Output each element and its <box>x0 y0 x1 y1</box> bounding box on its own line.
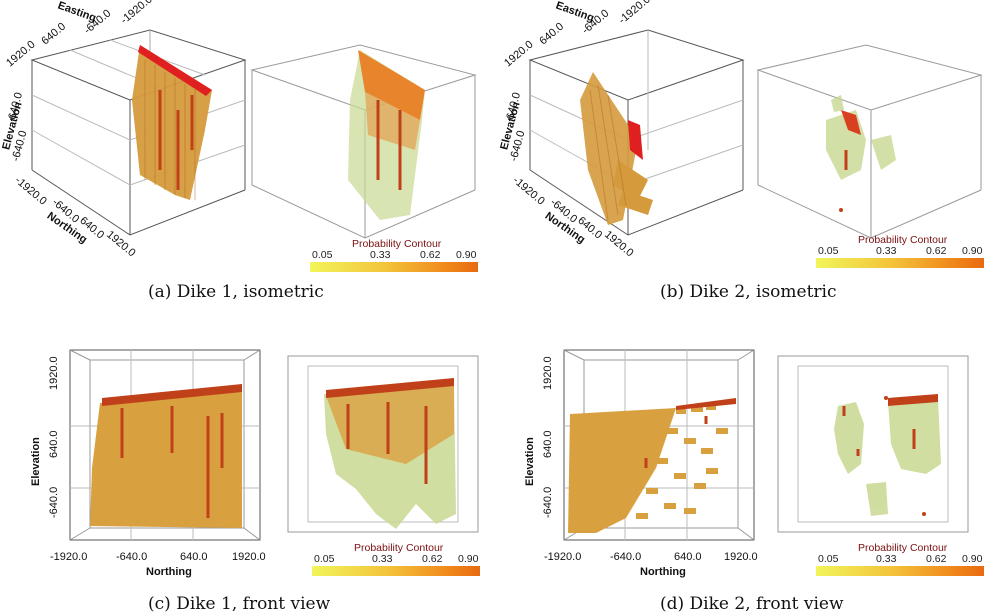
d-northing-tick-3: 1920.0 <box>724 551 758 563</box>
c-elevation-tick-1: 640.0 <box>48 430 60 458</box>
b-colorbar: Probability Contour 0.05 0.33 0.62 0.90 <box>816 234 986 274</box>
panel-c-probability-view <box>287 355 479 533</box>
a-colorbar-tick-0: 0.05 <box>312 249 333 261</box>
a-colorbar-tick-2: 0.62 <box>420 249 441 261</box>
d-colorbar-tick-1: 0.33 <box>876 553 897 565</box>
panel-c-voxel-view <box>69 349 261 541</box>
d-colorbar-gradient <box>816 566 984 576</box>
b-colorbar-tick-0: 0.05 <box>818 245 839 257</box>
b-colorbar-tick-1: 0.33 <box>876 245 897 257</box>
c-northing-tick-1: -640.0 <box>116 551 148 563</box>
a-colorbar-tick-1: 0.33 <box>370 249 391 261</box>
d-colorbar: Probability Contour 0.05 0.33 0.62 0.90 <box>816 542 986 582</box>
c-colorbar: Probability Contour 0.05 0.33 0.62 0.90 <box>312 542 482 582</box>
d-elevation-title: Elevation <box>524 437 536 486</box>
d-colorbar-tick-0: 0.05 <box>818 553 839 565</box>
c-colorbar-tick-3: 0.90 <box>458 553 479 565</box>
b-caption: (b) Dike 2, isometric <box>660 282 837 302</box>
d-elevation-tick-1: 640.0 <box>542 430 554 458</box>
c-elevation-tick-2: -640.0 <box>48 486 60 518</box>
c-elevation-title: Elevation <box>30 437 42 486</box>
panel-c: 1920.0 640.0 -640.0 Elevation -1920.0 -6… <box>0 308 498 616</box>
d-colorbar-tick-3: 0.90 <box>962 553 983 565</box>
c-colorbar-tick-0: 0.05 <box>314 553 335 565</box>
d-colorbar-title: Probability Contour <box>858 542 948 554</box>
panel-d-probability-view <box>777 355 969 533</box>
c-colorbar-title: Probability Contour <box>354 542 444 554</box>
a-colorbar-tick-3: 0.90 <box>456 249 477 261</box>
c-northing-tick-2: 640.0 <box>180 551 208 563</box>
a-colorbar-gradient <box>310 262 478 272</box>
b-colorbar-gradient <box>816 258 984 268</box>
panel-a: Easting 1920.0 640.0 -640.0 -1920.0 Elev… <box>0 0 498 308</box>
c-elevation-tick-0: 1920.0 <box>48 356 60 390</box>
d-northing-tick-0: -1920.0 <box>544 551 582 563</box>
d-elevation-tick-0: 1920.0 <box>542 356 554 390</box>
c-colorbar-gradient <box>312 566 480 576</box>
c-colorbar-tick-1: 0.33 <box>372 553 393 565</box>
panel-a-voxel-view <box>30 29 247 236</box>
c-caption: (c) Dike 1, front view <box>148 594 331 614</box>
panel-b: Easting 1920.0 640.0 -640.0 -1920.0 Elev… <box>498 0 996 308</box>
b-colorbar-tick-3: 0.90 <box>962 245 983 257</box>
panel-b-voxel-view <box>528 29 745 236</box>
a-colorbar: Probability Contour 0.05 0.33 0.62 0.90 <box>310 238 480 278</box>
c-northing-tick-0: -1920.0 <box>50 551 88 563</box>
a-caption: (a) Dike 1, isometric <box>148 282 324 302</box>
c-colorbar-tick-2: 0.62 <box>422 553 443 565</box>
panel-d-voxel-view <box>563 349 755 541</box>
b-colorbar-tick-2: 0.62 <box>926 245 947 257</box>
d-northing-title: Northing <box>640 566 686 578</box>
panel-d: 1920.0 640.0 -640.0 Elevation -1920.0 -6… <box>498 308 996 616</box>
b-colorbar-title: Probability Contour <box>858 234 948 246</box>
d-elevation-tick-2: -640.0 <box>542 486 554 518</box>
c-northing-tick-3: 1920.0 <box>232 551 266 563</box>
c-northing-title: Northing <box>146 566 192 578</box>
d-colorbar-tick-2: 0.62 <box>926 553 947 565</box>
d-northing-tick-1: -640.0 <box>610 551 642 563</box>
panel-a-probability-view <box>250 44 477 239</box>
d-northing-tick-2: 640.0 <box>674 551 702 563</box>
d-caption: (d) Dike 2, front view <box>660 594 844 614</box>
panel-b-probability-view <box>756 44 983 239</box>
a-colorbar-title: Probability Contour <box>352 238 442 250</box>
